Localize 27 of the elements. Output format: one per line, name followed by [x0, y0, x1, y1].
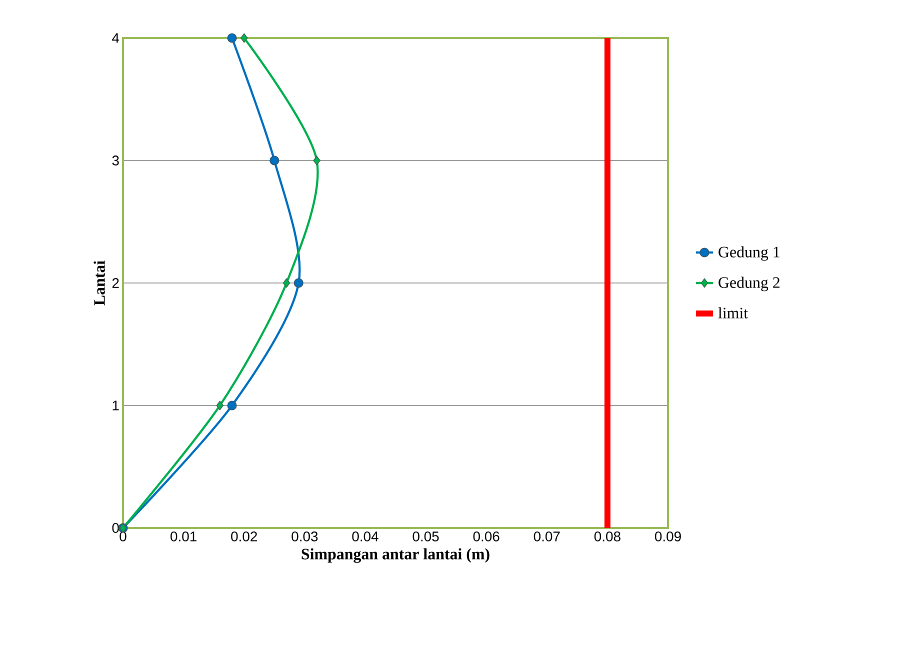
point — [313, 156, 320, 166]
y-tick-label: 4 — [112, 33, 120, 43]
point — [294, 278, 304, 288]
x-tick-label: 0.05 — [412, 532, 439, 542]
point — [240, 33, 248, 43]
point — [227, 33, 237, 43]
x-tick-label: 0.06 — [473, 532, 500, 542]
x-tick-label: 0.08 — [594, 532, 620, 542]
point — [282, 278, 290, 288]
x-tick-label: 0.02 — [231, 532, 257, 542]
y-tick-label: 2 — [112, 278, 119, 288]
point — [216, 400, 224, 410]
y-tick-label: 1 — [112, 400, 119, 410]
x-tick-label: 0.07 — [534, 532, 560, 542]
y-tick-label: 3 — [112, 156, 119, 166]
legend-label: Gedung 2 — [718, 276, 780, 292]
x-tick-label: 0.09 — [654, 532, 681, 542]
y-tick-label: 0 — [112, 523, 119, 533]
x-tick-label: 0.03 — [292, 532, 318, 542]
legend-label: Gedung 1 — [718, 246, 780, 261]
x-tick-label: 0.04 — [352, 532, 378, 542]
point — [270, 156, 280, 166]
point — [227, 400, 237, 410]
legend-label: limit — [718, 307, 748, 318]
x-axis-title: Simpangan antar lantai (m) — [302, 548, 490, 563]
y-axis-title: Lantai — [94, 260, 105, 306]
x-tick-label: 0.01 — [170, 532, 196, 542]
